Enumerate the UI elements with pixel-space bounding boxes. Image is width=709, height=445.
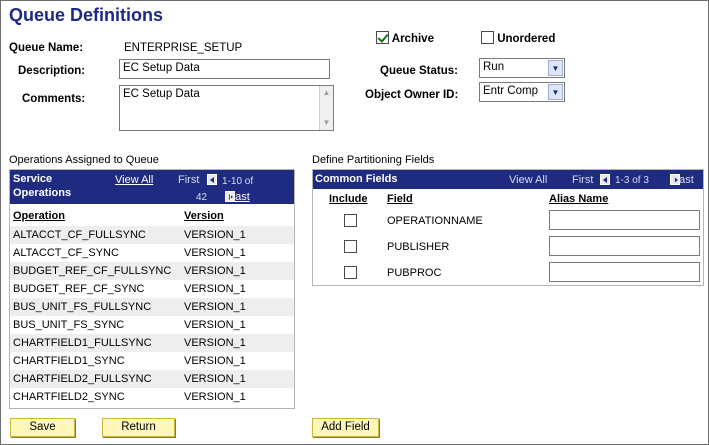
operation-cell: CHARTFIELD2_FULLSYNC xyxy=(13,373,152,385)
object-owner-select[interactable]: Entr Comp ▼ xyxy=(479,82,565,102)
chevron-down-icon[interactable]: ▼ xyxy=(548,60,563,76)
description-input[interactable]: EC Setup Data xyxy=(119,59,330,79)
queue-status-label: Queue Status: xyxy=(380,65,458,77)
archive-checkbox[interactable] xyxy=(376,31,389,44)
total-label: 42 xyxy=(196,192,208,203)
range-label: 1-10 of xyxy=(222,176,254,187)
field-cell: PUBLISHER xyxy=(387,241,450,253)
include-checkbox[interactable] xyxy=(344,214,357,227)
scroll-down-icon[interactable]: ▼ xyxy=(322,118,331,127)
table-row: OPERATIONNAME xyxy=(313,209,703,235)
operation-cell: BUS_UNIT_FS_FULLSYNC xyxy=(13,301,152,313)
grid-header-label-line2: Operations xyxy=(13,187,72,199)
archive-label: Archive xyxy=(391,33,434,45)
operation-cell: BUDGET_REF_CF_SYNC xyxy=(13,283,145,295)
view-all-link[interactable]: View All xyxy=(509,174,548,186)
operation-cell: CHARTFIELD1_FULLSYNC xyxy=(13,337,152,349)
comments-label: Comments: xyxy=(22,93,86,105)
partition-grid: Common Fields View All First 1-3 of 3 La… xyxy=(312,169,704,286)
operations-grid-title: Operations Assigned to Queue xyxy=(9,154,159,166)
version-cell: VERSION_1 xyxy=(184,247,246,259)
version-cell: VERSION_1 xyxy=(184,355,246,367)
queue-name-value: ENTERPRISE_SETUP xyxy=(124,42,243,54)
table-row: BUS_UNIT_FS_FULLSYNC VERSION_1 xyxy=(10,298,294,316)
queue-status-select[interactable]: Run ▼ xyxy=(479,58,565,78)
table-row: PUBPROC xyxy=(313,261,703,287)
prev-page-icon[interactable] xyxy=(600,173,610,185)
description-label: Description: xyxy=(18,65,86,77)
alias-name-input[interactable] xyxy=(549,210,700,230)
unordered-checkbox-group[interactable]: Unordered xyxy=(481,31,555,45)
table-row: ALTACCT_CF_SYNC VERSION_1 xyxy=(10,244,294,262)
grid-header-label-line1: Service xyxy=(13,173,53,185)
table-row: CHARTFIELD2_SYNC VERSION_1 xyxy=(10,388,294,406)
partition-header-label: Common Fields xyxy=(315,173,398,185)
table-row: CHARTFIELD1_SYNC VERSION_1 xyxy=(10,352,294,370)
operations-grid-header: Service Operations View All First 1-10 o… xyxy=(10,170,294,204)
comments-textarea[interactable]: EC Setup Data ▲ ▼ xyxy=(119,85,334,131)
prev-page-icon[interactable] xyxy=(207,173,217,185)
version-cell: VERSION_1 xyxy=(184,391,246,403)
return-button[interactable]: Return xyxy=(102,418,175,437)
version-cell: VERSION_1 xyxy=(184,301,246,313)
partition-grid-header: Common Fields View All First 1-3 of 3 La… xyxy=(313,170,703,189)
next-page-icon[interactable] xyxy=(225,190,236,202)
table-row: PUBLISHER xyxy=(313,235,703,261)
object-owner-value: Entr Comp xyxy=(483,85,538,97)
last-label[interactable]: Last xyxy=(673,174,694,186)
archive-checkbox-group[interactable]: Archive xyxy=(376,31,434,45)
scroll-up-icon[interactable]: ▲ xyxy=(322,88,331,97)
table-row: CHARTFIELD2_FULLSYNC VERSION_1 xyxy=(10,370,294,388)
alias-name-input[interactable] xyxy=(549,262,700,282)
version-cell: VERSION_1 xyxy=(184,265,246,277)
chevron-down-icon[interactable]: ▼ xyxy=(548,84,563,100)
version-cell: VERSION_1 xyxy=(184,229,246,241)
field-cell: PUBPROC xyxy=(387,267,442,279)
description-value: EC Setup Data xyxy=(123,62,200,74)
col-operation-header[interactable]: Operation xyxy=(13,210,65,222)
version-cell: VERSION_1 xyxy=(184,319,246,331)
next-page-icon[interactable] xyxy=(670,173,681,185)
version-cell: VERSION_1 xyxy=(184,337,246,349)
table-row: BUDGET_REF_CF_SYNC VERSION_1 xyxy=(10,280,294,298)
operation-cell: CHARTFIELD1_SYNC xyxy=(13,355,125,367)
table-row: CHARTFIELD1_FULLSYNC VERSION_1 xyxy=(10,334,294,352)
add-field-button[interactable]: Add Field xyxy=(312,418,379,437)
page-title: Queue Definitions xyxy=(9,5,164,25)
operation-cell: ALTACCT_CF_SYNC xyxy=(13,247,119,259)
first-label[interactable]: First xyxy=(178,174,200,186)
view-all-link[interactable]: View All xyxy=(115,174,154,186)
alias-name-input[interactable] xyxy=(549,236,700,256)
operation-cell: ALTACCT_CF_FULLSYNC xyxy=(13,229,146,241)
first-label[interactable]: First xyxy=(572,174,594,186)
field-cell: OPERATIONNAME xyxy=(387,215,483,227)
table-row: BUDGET_REF_CF_FULLSYNC VERSION_1 xyxy=(10,262,294,280)
object-owner-label: Object Owner ID: xyxy=(365,89,459,101)
partition-grid-title: Define Partitioning Fields xyxy=(312,154,435,166)
col-version-header[interactable]: Version xyxy=(184,210,224,222)
operation-cell: BUS_UNIT_FS_SYNC xyxy=(13,319,125,331)
version-cell: VERSION_1 xyxy=(184,283,246,295)
table-row: BUS_UNIT_FS_SYNC VERSION_1 xyxy=(10,316,294,334)
include-checkbox[interactable] xyxy=(344,240,357,253)
operation-cell: BUDGET_REF_CF_FULLSYNC xyxy=(13,265,172,277)
queue-name-label: Queue Name: xyxy=(9,42,84,54)
table-row: ALTACCT_CF_FULLSYNC VERSION_1 xyxy=(10,226,294,244)
last-link[interactable]: Last xyxy=(229,191,250,203)
unordered-checkbox[interactable] xyxy=(481,31,494,44)
col-include-header[interactable]: Include xyxy=(329,193,368,205)
range-label: 1-3 of 3 xyxy=(615,175,649,186)
queue-status-value: Run xyxy=(483,61,505,73)
operations-grid: Service Operations View All First 1-10 o… xyxy=(9,169,295,409)
comments-value: EC Setup Data xyxy=(123,88,200,100)
version-cell: VERSION_1 xyxy=(184,373,246,385)
include-checkbox[interactable] xyxy=(344,266,357,279)
comments-scrollbar[interactable]: ▲ ▼ xyxy=(319,86,333,130)
save-button[interactable]: Save xyxy=(10,418,75,437)
col-field-header[interactable]: Field xyxy=(387,193,413,205)
col-alias-header[interactable]: Alias Name xyxy=(549,193,609,205)
operation-cell: CHARTFIELD2_SYNC xyxy=(13,391,125,403)
unordered-label: Unordered xyxy=(497,33,556,45)
